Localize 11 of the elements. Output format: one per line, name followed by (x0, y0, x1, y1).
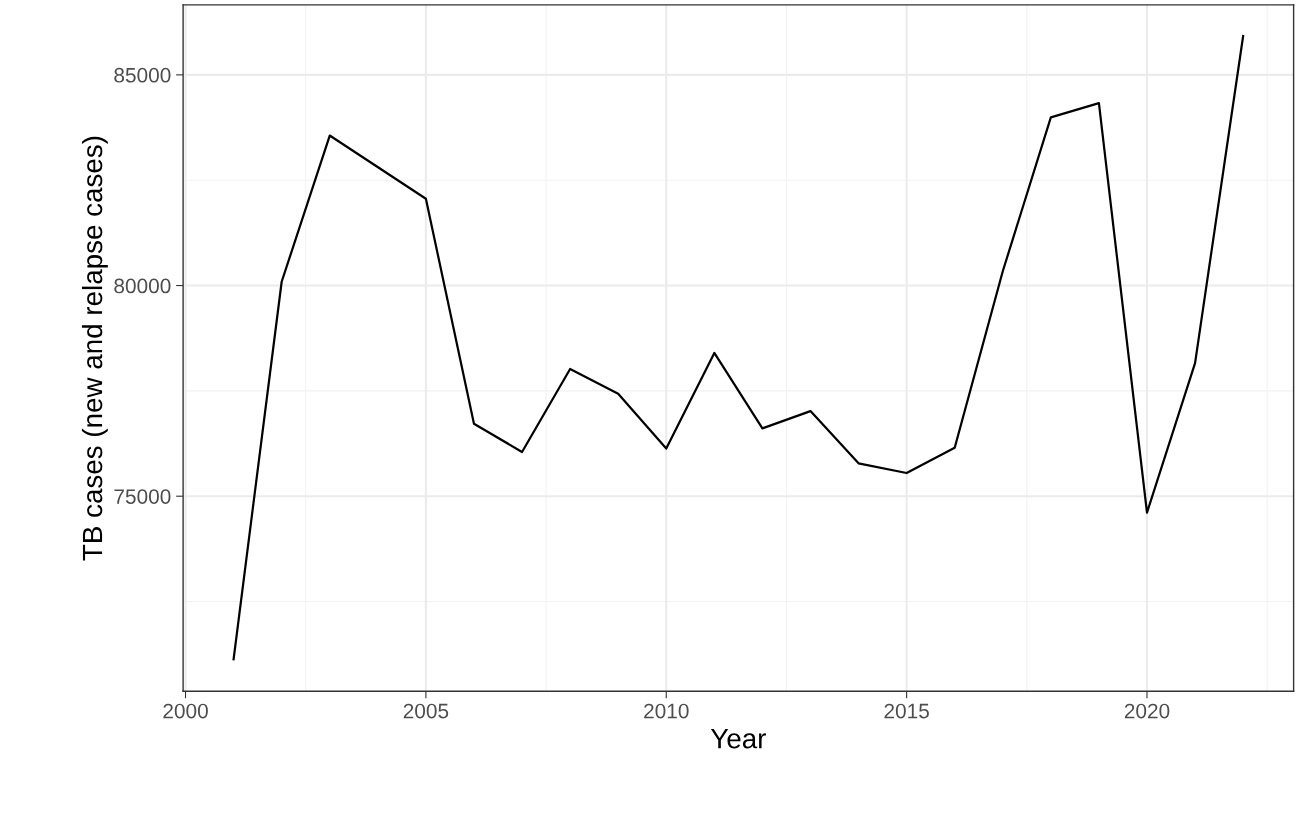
x-tick-label: 2010 (644, 703, 689, 719)
y-tick-label: 85000 (114, 67, 171, 83)
y-axis-title: TB cases (new and relapse cases) (81, 136, 108, 561)
x-tick-label: 2015 (884, 703, 929, 719)
x-tick-label: 2000 (163, 703, 208, 719)
y-tick-label: 75000 (114, 489, 171, 504)
y-tick-label: 80000 (114, 278, 171, 294)
x-tick-label: 2005 (403, 703, 449, 719)
x-axis-title: Year (710, 729, 766, 749)
line-series (232, 34, 1245, 661)
x-tick-label: 2020 (1124, 703, 1170, 719)
